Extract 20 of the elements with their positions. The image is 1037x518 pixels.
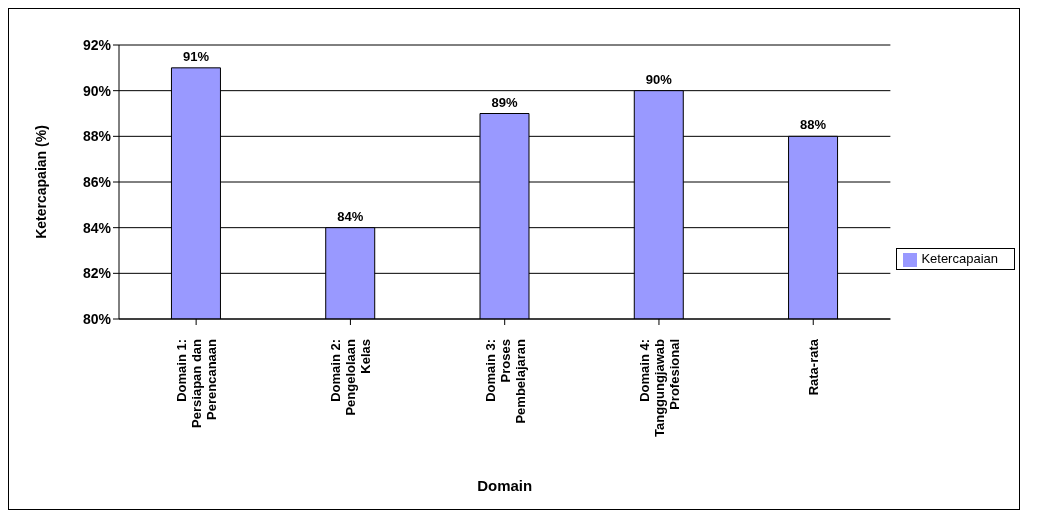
x-axis-title: Domain [477,477,533,494]
y-axis-title: Ketercapaian (%) [32,125,49,239]
y-tick-label: 88% [82,128,112,145]
data-label: 89% [491,94,518,110]
data-label: 91% [182,48,210,64]
data-label: 88% [800,117,827,133]
y-tick-label: 92% [82,36,112,53]
legend-label: Ketercapaian [921,251,998,267]
x-tick-label: Domain 3: Proses Pembelajaran [482,338,528,424]
y-tick-label: 86% [82,173,112,190]
y-tick-label: 90% [82,82,112,99]
data-label: 84% [337,208,364,224]
x-tick-label: Domain 2: Pengelolaan Kelas [328,338,374,416]
y-tick-label: 80% [82,310,112,327]
y-tick-label: 84% [82,219,112,236]
y-tick-label: 82% [82,265,112,282]
x-tick-label: Domain 1: Persiapan dan Perencanaan [174,338,220,428]
x-tick-label: Rata-rata [806,338,822,396]
data-label: 90% [645,71,673,87]
x-tick-label: Domain 4: Tanggungjawab Profesional [636,338,682,437]
